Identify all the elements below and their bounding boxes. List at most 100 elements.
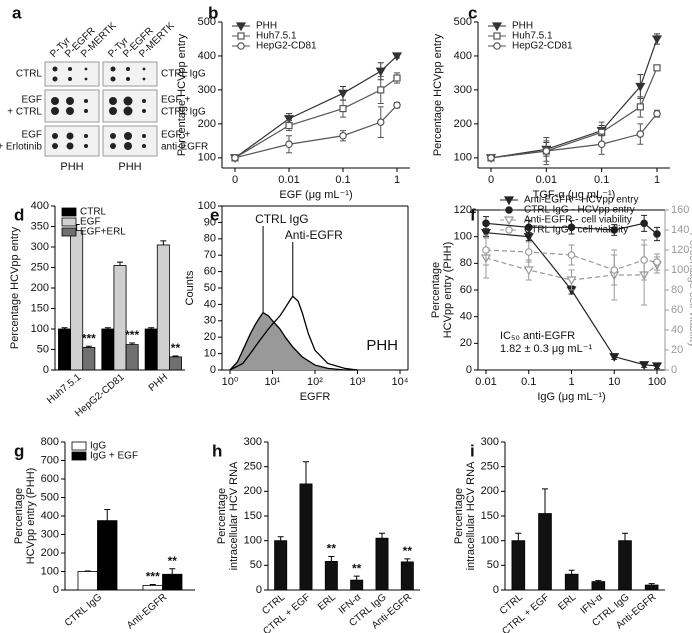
- x-tick-label: 10²: [307, 376, 323, 388]
- blot-panel: [44, 125, 100, 157]
- x-tick-label: 10⁰: [222, 376, 239, 388]
- marker: [505, 206, 513, 214]
- annotation: PHH: [366, 337, 398, 354]
- y-tick-label: 200: [31, 282, 49, 294]
- error-bar: [622, 532, 628, 541]
- y-axis-label: HCVpp entry (PHH): [25, 468, 37, 565]
- marker: [337, 89, 349, 99]
- panel-label: g: [14, 441, 24, 460]
- marker: [493, 42, 501, 50]
- y-tick-label: 400: [198, 50, 216, 62]
- marker: [566, 276, 577, 286]
- bar: [168, 356, 182, 371]
- line: [234, 55, 398, 159]
- annotation: IC₅₀ anti-EGFR: [500, 330, 575, 342]
- y-tick-label: 30: [204, 315, 216, 327]
- marker: [493, 32, 501, 40]
- error-bar: [515, 532, 522, 541]
- marker: [503, 216, 515, 226]
- blot-spot: [84, 109, 88, 113]
- x-tick-label: 10: [608, 376, 620, 388]
- x-axis-label: IgG (μg mL⁻¹): [537, 391, 605, 403]
- blot-spot: [52, 133, 58, 139]
- y-tick-label: 100: [454, 152, 472, 164]
- bar: [162, 573, 183, 591]
- y-tick-label: 20: [460, 337, 472, 349]
- x-tick-label: 0.1: [335, 174, 350, 186]
- bar: [144, 328, 158, 371]
- blot-spot: [66, 142, 74, 150]
- blot-spot: [109, 97, 117, 105]
- y-tick-label: 400: [31, 200, 49, 212]
- blot-spot: [142, 67, 146, 71]
- significance: **: [168, 554, 178, 568]
- row-label: EGF +: [161, 130, 190, 141]
- significance: **: [352, 561, 362, 575]
- x-tick-label: 0: [488, 174, 494, 186]
- marker: [231, 154, 239, 162]
- legend-label: Anti-EGFR - cell viability: [524, 215, 632, 226]
- blot-spot: [52, 143, 58, 149]
- marker: [523, 266, 534, 276]
- bar: [101, 328, 115, 371]
- marker: [653, 64, 661, 72]
- legend-swatch: [61, 217, 77, 227]
- error-bar: [85, 345, 92, 348]
- legend-label: Huh7.5.1: [512, 31, 553, 42]
- legend-label: IgG: [90, 441, 106, 452]
- y2-tick-label: 140: [671, 224, 689, 236]
- bar: [350, 579, 364, 591]
- y-tick-label: 800: [41, 436, 59, 448]
- marker: [653, 230, 661, 238]
- legend-label: Anti-EGFR - HCVpp entry: [524, 195, 638, 206]
- y-tick-label: 150: [31, 302, 49, 314]
- x-tick-label: 0.01: [278, 174, 299, 186]
- y-axis-label: Percentage: [430, 262, 442, 318]
- category-label: ERL: [316, 592, 338, 613]
- area: [229, 295, 358, 371]
- x-axis-label: TGF-α (μg mL⁻¹): [533, 189, 616, 201]
- y-tick-label: 350: [31, 220, 49, 232]
- legend-label: EGF+ERL: [80, 227, 126, 238]
- line: [490, 113, 658, 159]
- y-tick-label: 500: [198, 16, 216, 28]
- error-bar: [379, 532, 385, 539]
- bar: [113, 265, 127, 371]
- error-bar: [303, 461, 309, 484]
- bar: [400, 561, 414, 591]
- row-label: + Erlotinib: [0, 142, 42, 153]
- y-tick-label: 150: [481, 510, 499, 522]
- bar: [125, 344, 139, 371]
- blot-spot: [66, 107, 74, 115]
- legend-label: EGF: [80, 217, 101, 228]
- marker: [651, 35, 663, 45]
- y-tick-label: 500: [454, 16, 472, 28]
- x-tick-label: 10⁴: [392, 376, 409, 388]
- x-tick-label: 0.1: [594, 174, 609, 186]
- marker: [285, 121, 293, 130]
- y-tick-label: 120: [454, 204, 472, 216]
- error-bar: [277, 536, 284, 541]
- panel-label: h: [212, 441, 222, 460]
- y-tick-label: 60: [204, 266, 216, 278]
- blot-panel: [102, 61, 158, 87]
- y-tick-label: 300: [481, 436, 499, 448]
- y2-tick-label: 0: [671, 364, 677, 376]
- blot-spot: [126, 77, 130, 81]
- error-bar: [148, 327, 155, 329]
- marker: [393, 101, 401, 109]
- row-label: CTRL IgG: [161, 69, 206, 80]
- blot-spot: [109, 107, 117, 115]
- error-bar: [328, 555, 335, 562]
- blot-spot: [142, 144, 146, 148]
- y-axis-label: Percentage HCVpp entry: [432, 33, 444, 156]
- y-tick-label: 90: [204, 216, 216, 228]
- y-axis-label: Percentage HCVpp entry: [9, 226, 21, 349]
- y-tick-label: 300: [454, 84, 472, 96]
- blot-spot: [123, 96, 133, 106]
- marker: [653, 258, 661, 266]
- blot-spot: [66, 97, 74, 105]
- y-tick-label: 10: [204, 348, 216, 360]
- marker: [610, 266, 619, 274]
